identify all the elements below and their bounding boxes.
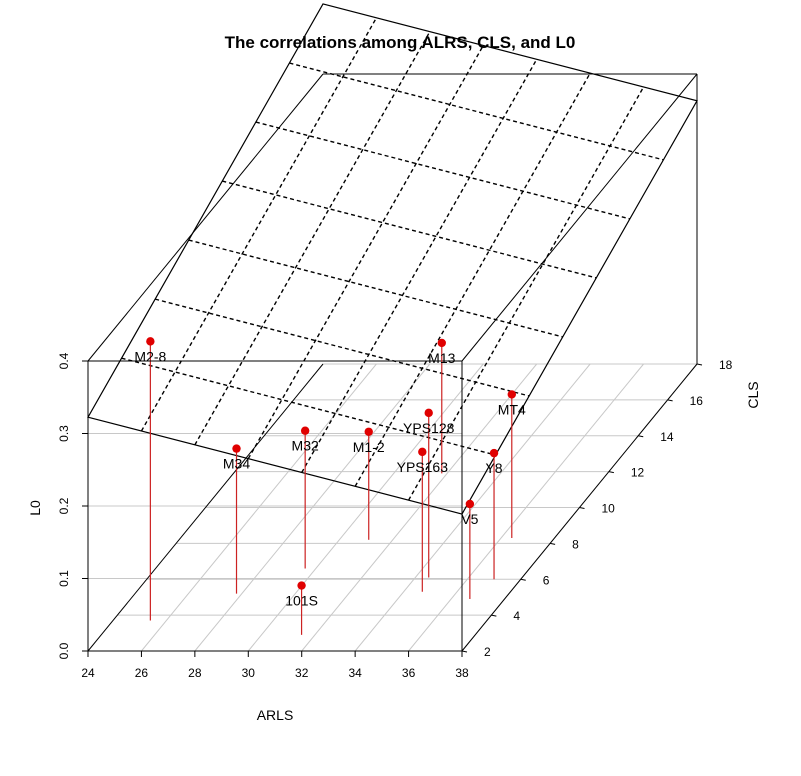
x-tick-label: 36 bbox=[402, 666, 416, 680]
y-tick-label: 14 bbox=[660, 430, 674, 444]
point-label: YPS163 bbox=[397, 459, 449, 475]
plane-grid-line bbox=[121, 357, 496, 456]
data-points bbox=[146, 337, 516, 590]
data-point bbox=[364, 427, 373, 436]
plane-grid-line bbox=[140, 17, 378, 432]
y-tick-mark bbox=[667, 399, 673, 402]
z-tick-label: 0.4 bbox=[57, 352, 71, 369]
x-axis-label: ARLS bbox=[257, 707, 294, 723]
regression-plane bbox=[87, 3, 698, 515]
point-label: MT4 bbox=[498, 401, 526, 417]
y-tick-label: 16 bbox=[690, 394, 704, 408]
data-point bbox=[437, 338, 446, 348]
data-point bbox=[146, 337, 155, 346]
x-tick-label: 32 bbox=[295, 666, 309, 680]
data-point bbox=[424, 408, 433, 418]
y-tick-mark bbox=[579, 507, 585, 509]
data-point bbox=[507, 390, 516, 399]
data-point bbox=[418, 447, 427, 457]
point-label: M2-8 bbox=[134, 348, 166, 364]
z-tick-label: 0.3 bbox=[57, 425, 71, 442]
box-edge bbox=[87, 73, 324, 362]
y-tick-label: 18 bbox=[719, 358, 733, 372]
x-tick-label: 26 bbox=[135, 666, 149, 680]
y-tick-label: 2 bbox=[484, 645, 491, 659]
point-label: V5 bbox=[461, 511, 478, 527]
y-tick-label: 6 bbox=[543, 573, 550, 587]
point-labels: M2-8 M34 M32 M1-2 M13 101S YPS128 YPS163 MT4 Y8 V5 bbox=[134, 348, 526, 608]
plane-grid-line bbox=[407, 86, 645, 501]
box-edge bbox=[87, 363, 324, 652]
y-tick-mark bbox=[520, 578, 526, 581]
chart-title: The correlations among ALRS, CLS, and L0 bbox=[225, 33, 576, 52]
y-tick-mark bbox=[696, 363, 703, 366]
z-axis-label: L0 bbox=[27, 500, 43, 516]
plane-grid-line bbox=[301, 58, 538, 473]
y-tick-mark bbox=[638, 435, 644, 438]
plane-grid-line bbox=[194, 31, 431, 446]
plane-grid-line bbox=[247, 45, 484, 460]
y-tick-mark bbox=[461, 650, 468, 653]
plane-grid-line bbox=[188, 239, 563, 338]
x-tick-label: 30 bbox=[242, 666, 256, 680]
plane-grid-line bbox=[354, 72, 591, 487]
point-label: M13 bbox=[428, 350, 455, 366]
y-tick-mark bbox=[608, 471, 614, 474]
drop-lines bbox=[149, 341, 513, 635]
point-label: M32 bbox=[292, 438, 319, 454]
data-point bbox=[232, 444, 241, 453]
point-label: M34 bbox=[223, 456, 250, 472]
plane-grid-line bbox=[289, 62, 664, 161]
y-tick-mark bbox=[491, 614, 497, 617]
x-tick-label: 28 bbox=[188, 666, 202, 680]
x-tick-label: 34 bbox=[348, 666, 362, 680]
bounding-box bbox=[87, 73, 698, 652]
x-tick-label: 24 bbox=[81, 666, 95, 680]
data-point bbox=[465, 499, 475, 509]
box-edge bbox=[461, 73, 698, 362]
y-tick-mark bbox=[550, 542, 556, 545]
data-point bbox=[297, 581, 306, 590]
point-label: M1-2 bbox=[353, 439, 385, 455]
plane-grid-line bbox=[222, 180, 597, 279]
axis-ticks: 24 26 28 30 32 34 36 38246810121416180.00.10.20… bbox=[57, 352, 733, 680]
point-label: YPS128 bbox=[403, 420, 455, 436]
z-tick-label: 0.2 bbox=[57, 497, 71, 514]
data-point bbox=[489, 448, 499, 458]
z-tick-label: 0.1 bbox=[57, 570, 71, 587]
y-tick-label: 4 bbox=[513, 609, 520, 623]
y-axis-label: CLS bbox=[745, 381, 761, 408]
point-label: 101S bbox=[285, 593, 318, 609]
y-tick-label: 10 bbox=[602, 502, 616, 516]
x-tick-label: 38 bbox=[455, 666, 469, 680]
plane-grid-line bbox=[154, 298, 530, 397]
y-tick-label: 12 bbox=[631, 466, 645, 480]
z-tick-label: 0.0 bbox=[57, 642, 71, 659]
plane-grid-line bbox=[255, 121, 631, 220]
plane-outline bbox=[87, 3, 698, 515]
y-tick-label: 8 bbox=[572, 537, 579, 551]
point-label: Y8 bbox=[485, 460, 502, 476]
data-point bbox=[300, 426, 310, 435]
